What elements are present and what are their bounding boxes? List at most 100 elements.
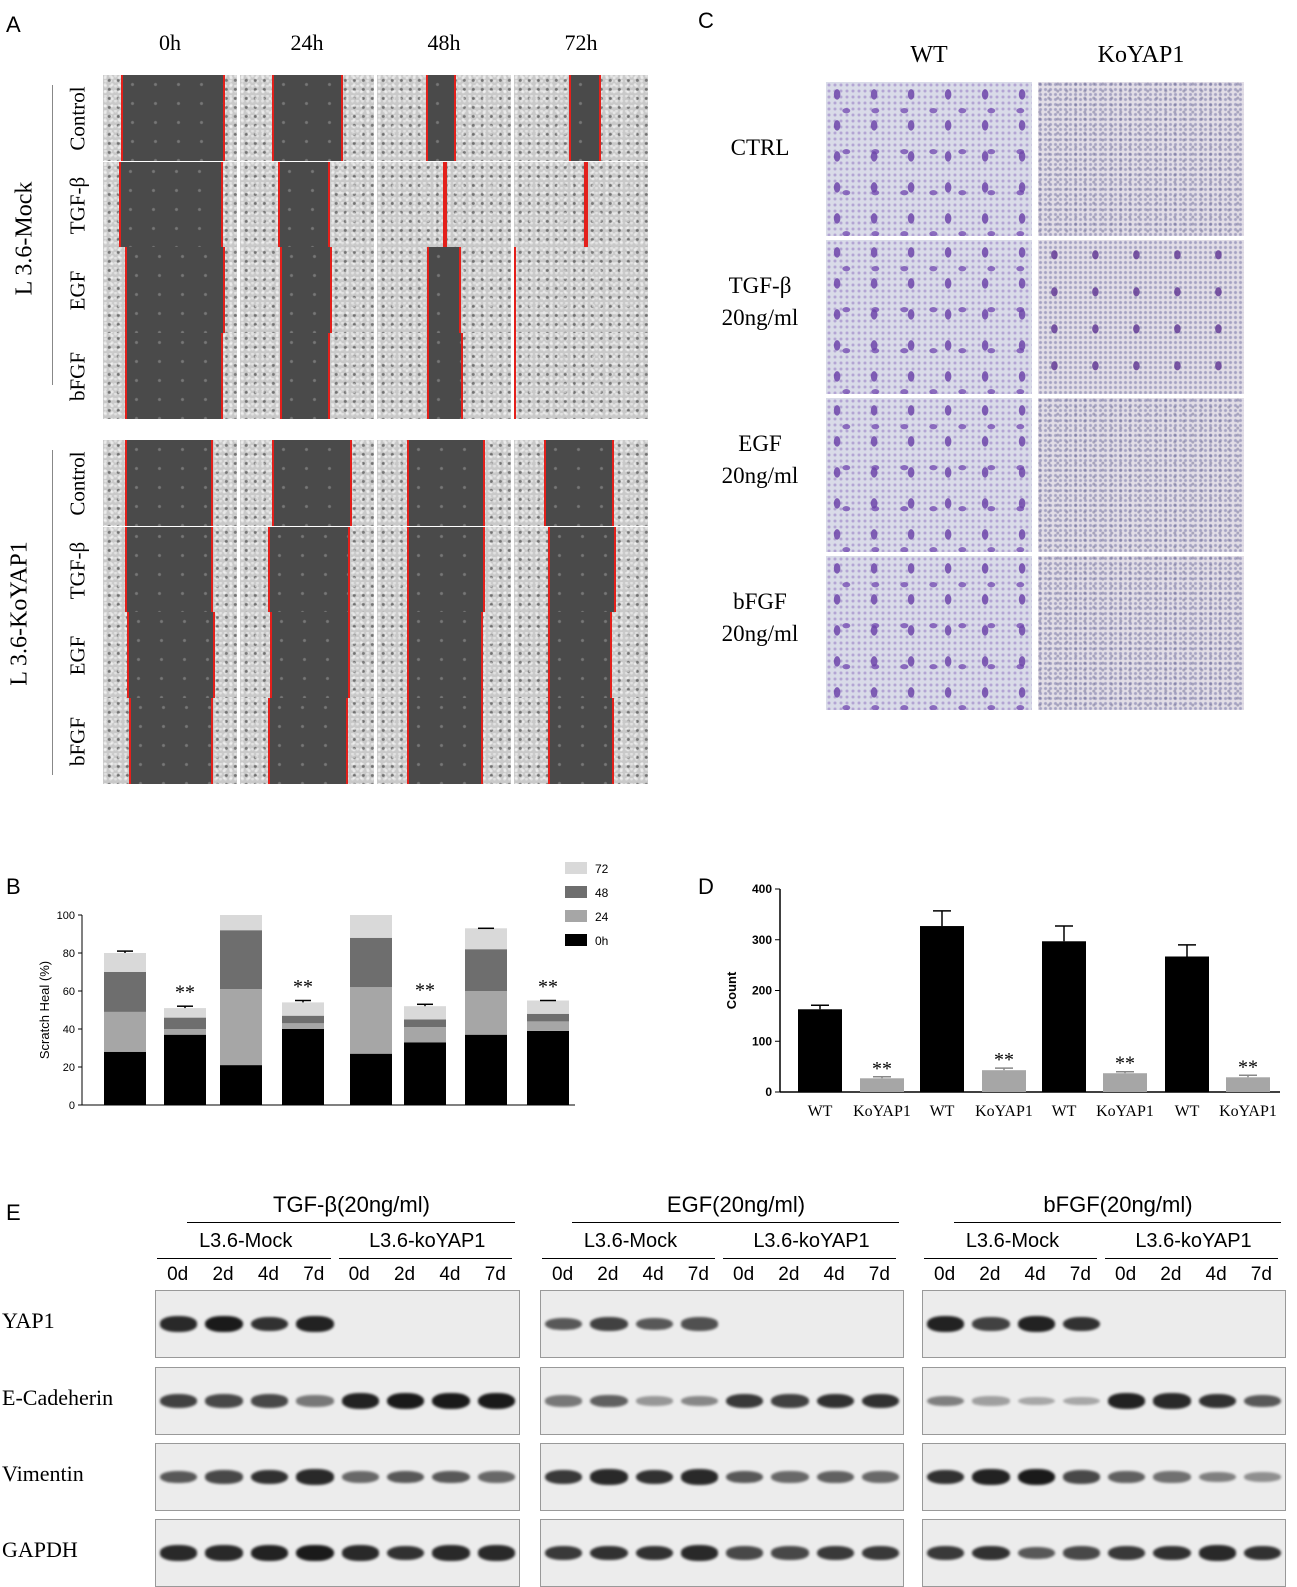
- wound-edge-left: [125, 247, 127, 333]
- wound-edge-left: [548, 698, 550, 784]
- day-label: 0d: [167, 1264, 189, 1285]
- cell-line-underline: [338, 1258, 512, 1259]
- bar-segment: [220, 989, 262, 1066]
- scratch-image: [514, 162, 648, 248]
- row-label: TGF-β 20ng/ml: [700, 270, 820, 334]
- blot-strip: [922, 1367, 1286, 1435]
- bar-segment: [527, 1000, 569, 1014]
- bar: [1226, 1077, 1270, 1092]
- wound-edge-right: [221, 162, 223, 248]
- bar-segment: [164, 1017, 206, 1029]
- protein-band: [1062, 1396, 1100, 1406]
- treatment-label: TGF-β(20ng/ml): [273, 1192, 430, 1217]
- scratch-image: [240, 612, 374, 698]
- protein-band: [1017, 1396, 1055, 1406]
- y-tick-label: 40: [63, 1024, 75, 1036]
- wound-edge-left: [427, 247, 429, 333]
- significance-marker: **: [415, 980, 435, 1002]
- wound-edge-right: [445, 162, 447, 248]
- scratch-gap: [125, 247, 223, 333]
- bar-segment: [104, 1011, 146, 1052]
- panel-d-bar-chart: 0 100 200 300 400 Count WT KoYAP1 WT KoYAP1 WT KoYA…: [724, 882, 1280, 1120]
- protein-band: [972, 1545, 1010, 1561]
- bar-segment: [404, 1042, 446, 1105]
- protein-band: [341, 1471, 379, 1483]
- scratch-image: [103, 612, 237, 698]
- bar-segment: [527, 1013, 569, 1022]
- scratch-gap: [268, 527, 348, 613]
- row-label-line1: CTRL: [730, 135, 790, 160]
- day-label: 7d: [868, 1264, 890, 1285]
- protein-band: [160, 1470, 198, 1484]
- blot-strip: [922, 1519, 1286, 1587]
- wound-edge-left: [548, 527, 550, 613]
- scratch-gap: [407, 440, 483, 526]
- scratch-image: [377, 247, 511, 333]
- row-label: Control: [65, 86, 90, 151]
- protein-band: [1108, 1393, 1146, 1409]
- protein-band: [1062, 1546, 1100, 1560]
- protein-band: [1017, 1316, 1055, 1332]
- timepoint-label: 24h: [290, 30, 324, 55]
- group-bracket: [52, 450, 53, 775]
- protein-band: [861, 1393, 899, 1409]
- wound-edge-left: [129, 698, 131, 784]
- protein-band: [545, 1545, 583, 1561]
- wound-edge-left: [278, 162, 280, 248]
- protein-band: [205, 1470, 243, 1484]
- protein-band: [1243, 1394, 1281, 1408]
- scratch-image: [377, 162, 511, 248]
- y-tick-label: 60: [63, 986, 75, 998]
- blot-strip: [540, 1519, 904, 1587]
- wound-edge-right: [614, 527, 616, 613]
- protein-band: [1153, 1545, 1191, 1561]
- wound-edge-right: [483, 440, 485, 526]
- bar-segment: [527, 1030, 569, 1105]
- protein-band: [816, 1393, 854, 1409]
- scratch-gap: [569, 75, 599, 161]
- wound-edge-right: [514, 247, 516, 333]
- row-label: EGF: [65, 635, 90, 676]
- group-bracket: [52, 85, 53, 385]
- row-label: bFGF: [65, 716, 90, 767]
- bar-segment: [104, 1051, 146, 1105]
- scratch-gap: [125, 440, 211, 526]
- protein-band: [771, 1546, 809, 1560]
- wound-edge-right: [328, 333, 330, 419]
- protein-band: [861, 1471, 899, 1483]
- day-label: 2d: [979, 1264, 1001, 1285]
- cell-line-label: L3.6-koYAP1: [369, 1230, 486, 1252]
- wound-edge-left: [272, 75, 274, 161]
- protein-band: [432, 1393, 470, 1409]
- protein-band: [432, 1470, 470, 1484]
- protein-band: [590, 1545, 628, 1561]
- bar-segment: [404, 1019, 446, 1028]
- wound-edge-left: [407, 698, 409, 784]
- protein-band: [972, 1317, 1010, 1331]
- protein-band: [296, 1395, 334, 1407]
- protein-band: [927, 1469, 965, 1485]
- protein-band: [1198, 1471, 1236, 1483]
- timepoint-label: 48h: [427, 30, 461, 55]
- bar-segment: [350, 987, 392, 1054]
- row-label-line1: EGF: [738, 431, 782, 456]
- day-label: 7d: [687, 1264, 709, 1285]
- protein-band: [1108, 1545, 1146, 1561]
- bar-segment: [350, 1053, 392, 1105]
- scratch-image: [514, 698, 648, 784]
- row-label: bFGF: [65, 351, 90, 402]
- scratch-gap: [278, 162, 328, 248]
- protein-band: [341, 1545, 379, 1561]
- significance-marker: **: [175, 982, 195, 1004]
- wound-edge-right: [211, 440, 213, 526]
- bar-segment: [220, 930, 262, 990]
- treatment-label: bFGF(20ng/ml): [1043, 1192, 1193, 1217]
- y-tick-label: 300: [752, 933, 772, 947]
- protein-band: [726, 1546, 764, 1560]
- wound-edge-right: [586, 162, 588, 248]
- protein-band: [296, 1469, 334, 1485]
- scratch-image: [240, 75, 374, 161]
- wound-edge-right: [213, 612, 215, 698]
- day-label: 2d: [212, 1264, 234, 1285]
- significance-marker: **: [1115, 1053, 1135, 1075]
